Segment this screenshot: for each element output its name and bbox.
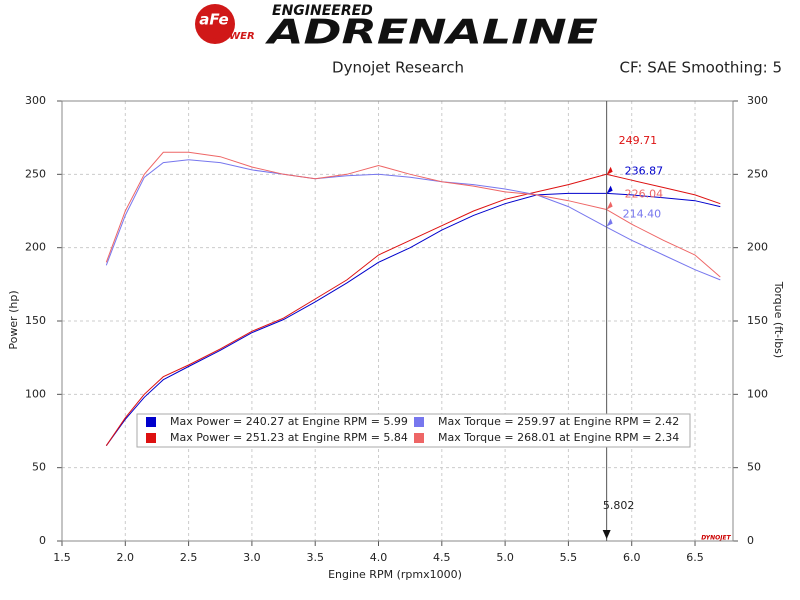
cursor-value: 226.04 bbox=[625, 187, 664, 200]
legend-label: Max Torque = 259.97 at Engine RPM = 2.42 bbox=[438, 415, 679, 428]
y2-tick-label: 100 bbox=[747, 387, 768, 400]
y2-tick-label: 0 bbox=[747, 534, 754, 547]
y-tick-label: 100 bbox=[25, 387, 46, 400]
y2-tick-label: 300 bbox=[747, 94, 768, 107]
legend-label: Max Power = 240.27 at Engine RPM = 5.99 bbox=[170, 415, 408, 428]
watermark: DYNOJET bbox=[701, 535, 731, 542]
logo-main: ADRENALINE bbox=[264, 13, 598, 53]
cursor-label: 5.802 bbox=[603, 499, 635, 512]
y-tick-label: 200 bbox=[25, 241, 46, 254]
x-tick-label: 5.0 bbox=[496, 551, 514, 564]
cursor-value: 249.71 bbox=[619, 134, 658, 147]
cursor-marker bbox=[606, 201, 613, 210]
cursor-value: 214.40 bbox=[623, 208, 662, 221]
plot-frame bbox=[61, 100, 734, 542]
legend-swatch bbox=[146, 417, 156, 427]
x-tick-label: 1.5 bbox=[53, 551, 71, 564]
x-axis-title: Engine RPM (rpmx1000) bbox=[328, 568, 462, 581]
x-tick-label: 4.5 bbox=[433, 551, 451, 564]
cursor-marker bbox=[606, 166, 613, 175]
series-line bbox=[105, 159, 721, 281]
y-tick-label: 50 bbox=[32, 461, 46, 474]
y-axis-title: Power (hp) bbox=[7, 290, 20, 349]
y2-tick-label: 150 bbox=[747, 314, 768, 327]
legend-label: Max Torque = 268.01 at Engine RPM = 2.34 bbox=[438, 431, 679, 444]
legend-box bbox=[136, 413, 691, 448]
series-line bbox=[105, 173, 721, 446]
legend-swatch bbox=[414, 433, 424, 443]
logo-badge bbox=[195, 4, 235, 44]
x-tick-label: 6.0 bbox=[623, 551, 641, 564]
y2-tick-label: 250 bbox=[747, 167, 768, 180]
y2-tick-label: 50 bbox=[747, 461, 761, 474]
x-tick-label: 2.0 bbox=[117, 551, 135, 564]
chart-title: Dynojet Research bbox=[332, 59, 464, 77]
logo-top: ENGINEERED bbox=[272, 3, 373, 19]
legend-swatch bbox=[146, 433, 156, 443]
legend-label: Max Power = 251.23 at Engine RPM = 5.84 bbox=[170, 431, 408, 444]
y-tick-label: 0 bbox=[39, 534, 46, 547]
chart-subtitle: CF: SAE Smoothing: 5 bbox=[619, 59, 782, 77]
x-tick-label: 6.5 bbox=[686, 551, 704, 564]
legend-swatch bbox=[414, 417, 424, 427]
cursor-value: 236.87 bbox=[625, 165, 664, 178]
y-tick-label: 300 bbox=[25, 94, 46, 107]
x-tick-label: 4.0 bbox=[370, 551, 388, 564]
x-tick-label: 5.5 bbox=[560, 551, 578, 564]
x-tick-label: 3.5 bbox=[306, 551, 324, 564]
logo-badge-sub: POWER bbox=[213, 31, 254, 42]
cursor-marker bbox=[606, 185, 613, 194]
logo-badge-text: aFe bbox=[199, 11, 228, 29]
series-line bbox=[105, 151, 721, 278]
y-tick-label: 150 bbox=[25, 314, 46, 327]
y2-axis-title: Torque (ft-lbs) bbox=[772, 281, 785, 358]
x-tick-label: 3.0 bbox=[243, 551, 261, 564]
y-tick-label: 250 bbox=[25, 167, 46, 180]
cursor-arrow bbox=[602, 530, 611, 539]
cursor-marker bbox=[606, 218, 613, 227]
x-tick-label: 2.5 bbox=[180, 551, 198, 564]
series-line bbox=[105, 192, 721, 446]
y2-tick-label: 200 bbox=[747, 241, 768, 254]
